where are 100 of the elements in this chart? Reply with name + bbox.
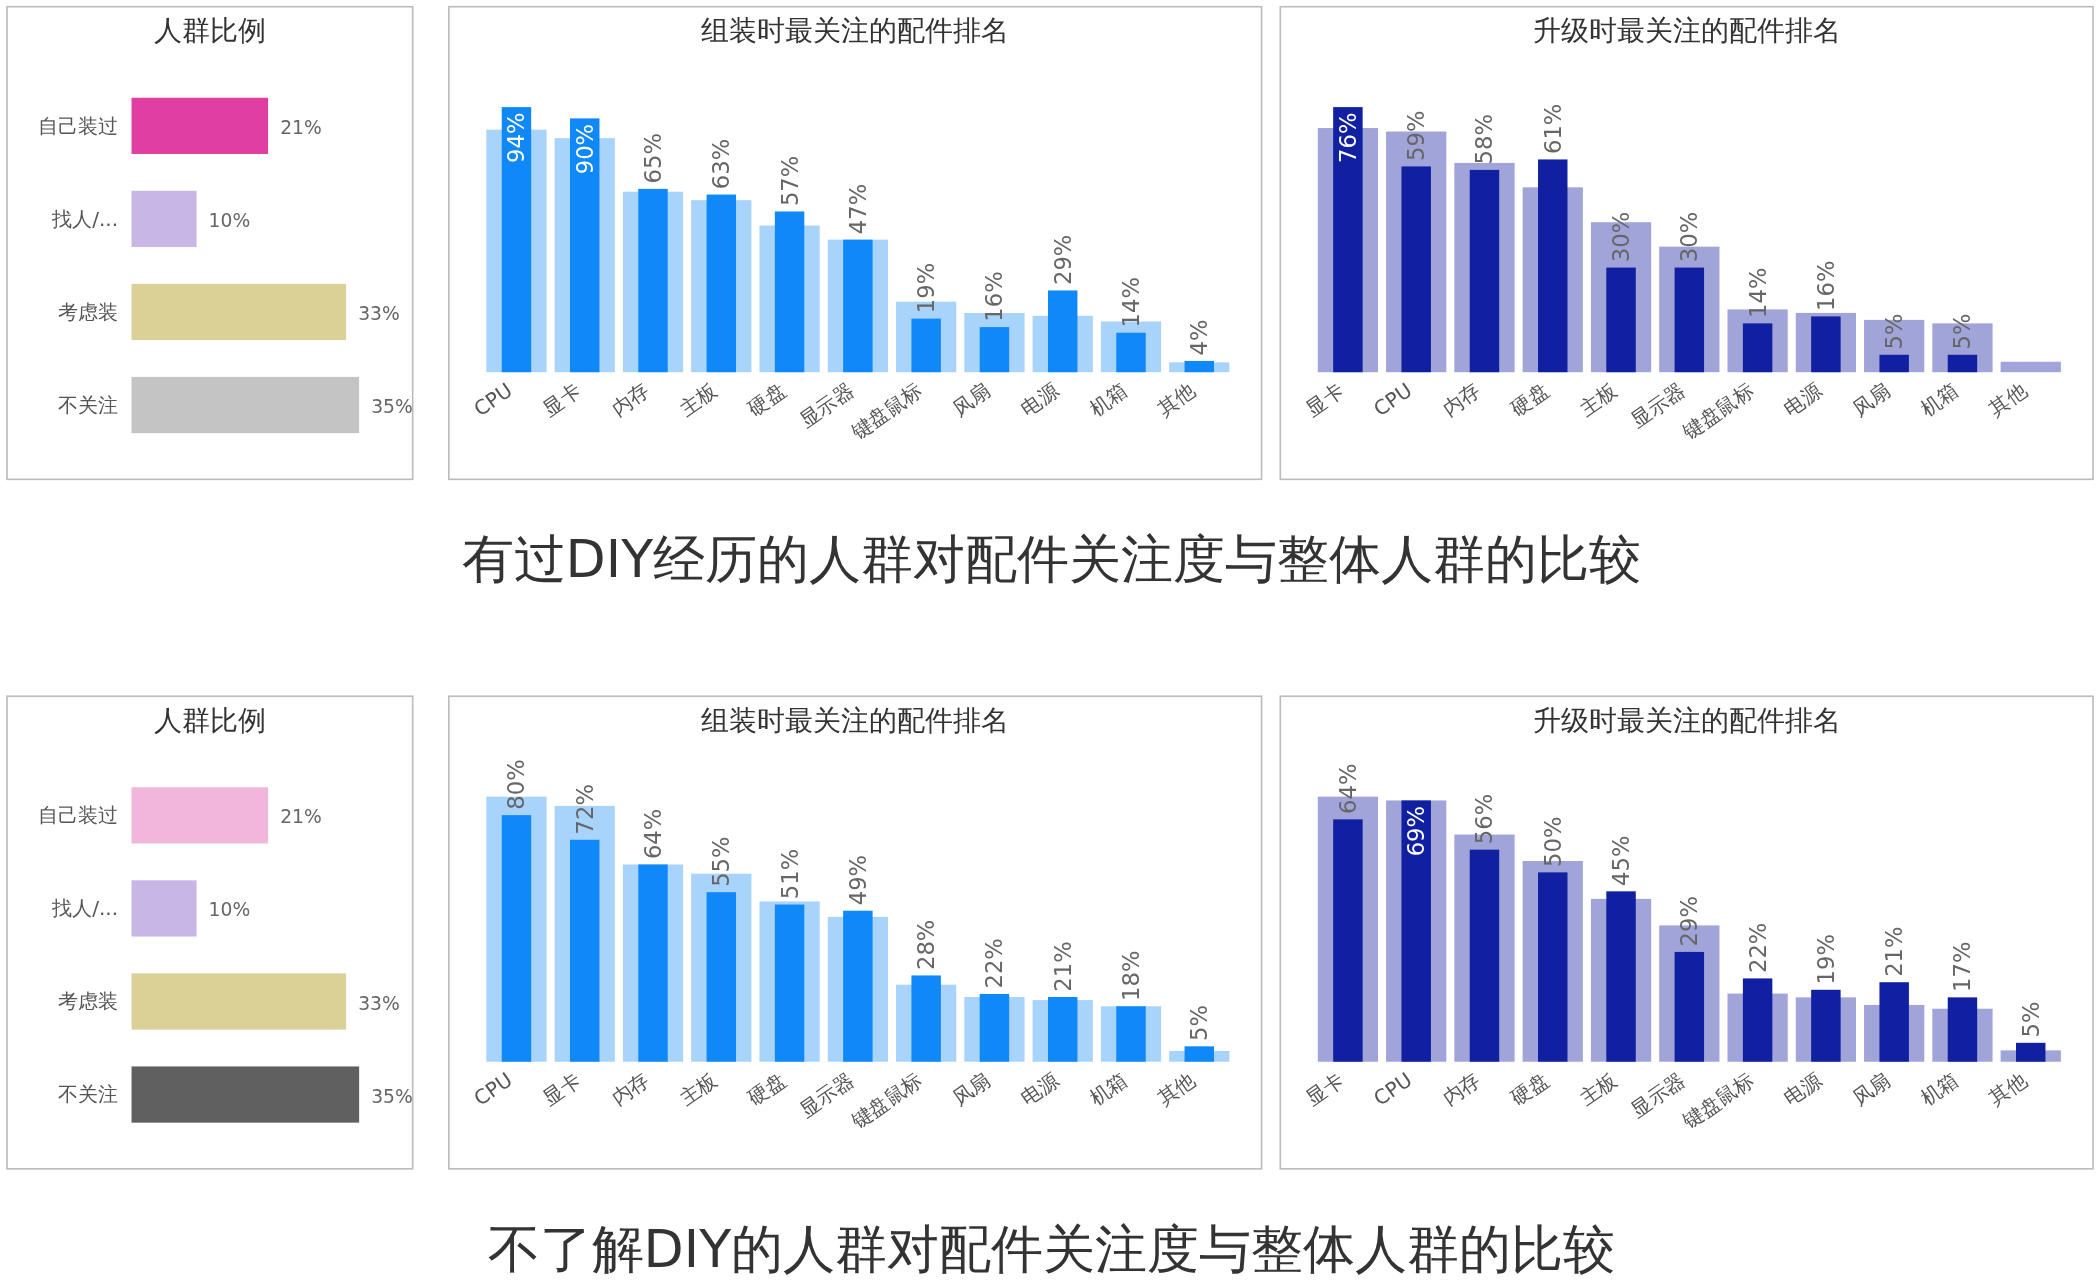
bar [131,880,197,937]
bar [1538,159,1568,373]
bar [501,815,532,1062]
x-tick-label: 机箱 [1916,378,1963,421]
bar [638,188,668,373]
bar [570,118,600,373]
data-label: 10% [208,899,251,921]
y-tick-label: 找人/... [51,896,119,921]
x-tick-label: 电源 [1016,378,1063,421]
data-label: 18% [1118,950,1145,1001]
x-tick-label: 电源 [1016,1067,1063,1111]
text: 不了解DIY的人群对配件关注度与整体人群的比较 [487,1218,1616,1279]
text: 有过DIY经历的人群对配件关注度与整体人群的比较 [461,529,1642,590]
data-label: 59% [1403,110,1430,162]
data-label: 45% [1608,835,1635,886]
bar [131,97,269,154]
data-label: 50% [1539,816,1566,868]
data-label: 10% [208,209,251,231]
bar [843,910,873,1062]
y-tick-label: 考虑装 [58,299,119,324]
data-label: 35% [371,396,413,418]
data-label: 33% [358,303,400,324]
x-tick-label: 风扇 [1847,1067,1895,1111]
data-label: 17% [1949,941,1976,993]
data-label: 76% [1334,112,1361,164]
x-tick-label: 风扇 [948,378,995,421]
bar [1947,354,1978,373]
bar [979,327,1010,373]
data-label: 90% [571,123,598,175]
bar [2000,361,2061,373]
bar [131,283,347,341]
data-label: 35% [371,1085,413,1107]
x-tick-label: 主板 [674,1067,722,1111]
bar [979,993,1010,1062]
data-label: 33% [358,992,400,1014]
x-tick-label: 内存 [606,378,654,421]
x-tick-label: 显卡 [1301,378,1349,421]
x-tick-label: CPU [469,1067,517,1111]
x-tick-label: 内存 [1438,378,1485,421]
data-label: 29% [1676,895,1703,947]
bar [1184,1046,1215,1062]
x-tick-label: 电源 [1779,1067,1827,1111]
bar [1742,978,1773,1062]
bar [1116,1006,1146,1062]
x-tick-label: 内存 [1438,1067,1485,1111]
x-tick-label: 其他 [1152,378,1200,421]
data-label: 55% [708,836,735,887]
data-label: 21% [1881,926,1908,977]
x-tick-label: 显卡 [1301,1067,1349,1111]
x-tick-label: 主板 [1574,1067,1622,1111]
chart-title: 人群比例 [153,703,266,737]
data-label: 16% [981,271,1008,322]
x-tick-label: 其他 [1152,1067,1200,1111]
x-tick-label: CPU [1369,378,1417,422]
bar [131,787,269,844]
bar [131,973,347,1030]
chart-title: 组装时最关注的配件排名 [701,14,1010,48]
data-label: 28% [913,919,940,971]
x-tick-label: 机箱 [1084,378,1132,421]
bar [1333,819,1363,1062]
bar [1401,800,1431,1062]
data-label: 21% [280,116,322,138]
data-label: 14% [1744,267,1771,319]
data-label: 65% [640,132,667,184]
bar [1401,166,1431,373]
x-tick-label: CPU [1369,1067,1417,1111]
x-tick-label: 风扇 [1847,378,1895,421]
data-label: 56% [1471,793,1498,845]
data-label: 72% [571,783,598,835]
data-label: 22% [1744,922,1771,974]
bar [706,892,737,1062]
data-label: 63% [708,138,735,190]
x-tick-label: 主板 [674,378,722,421]
x-tick-label: 主板 [1574,378,1622,421]
data-label: 4% [1186,319,1213,356]
y-tick-label: 不关注 [58,392,119,417]
data-label: 47% [844,183,871,235]
bar [1116,332,1146,373]
bar [638,864,668,1062]
data-label: 49% [844,854,871,906]
bar [131,376,360,434]
y-tick-label: 考虑装 [58,989,119,1014]
bar [1469,849,1500,1062]
bar [706,194,737,373]
chart-title: 升级时最关注的配件排名 [1532,703,1841,737]
data-label: 94% [503,112,530,164]
x-tick-label: 硬盘 [743,1067,790,1111]
bar [131,1066,360,1123]
bar [1606,267,1636,373]
data-label: 14% [1118,276,1145,328]
x-tick-label: 硬盘 [743,378,790,421]
bar [1674,951,1705,1062]
bar [501,107,532,373]
bar [1047,290,1078,373]
bar [1674,267,1705,373]
y-tick-label: 找人/... [51,206,119,231]
x-tick-label: 电源 [1779,378,1827,421]
x-tick-label: 其他 [1984,378,2031,421]
x-tick-label: 其他 [1984,1067,2031,1111]
y-tick-label: 自己装过 [38,803,119,828]
